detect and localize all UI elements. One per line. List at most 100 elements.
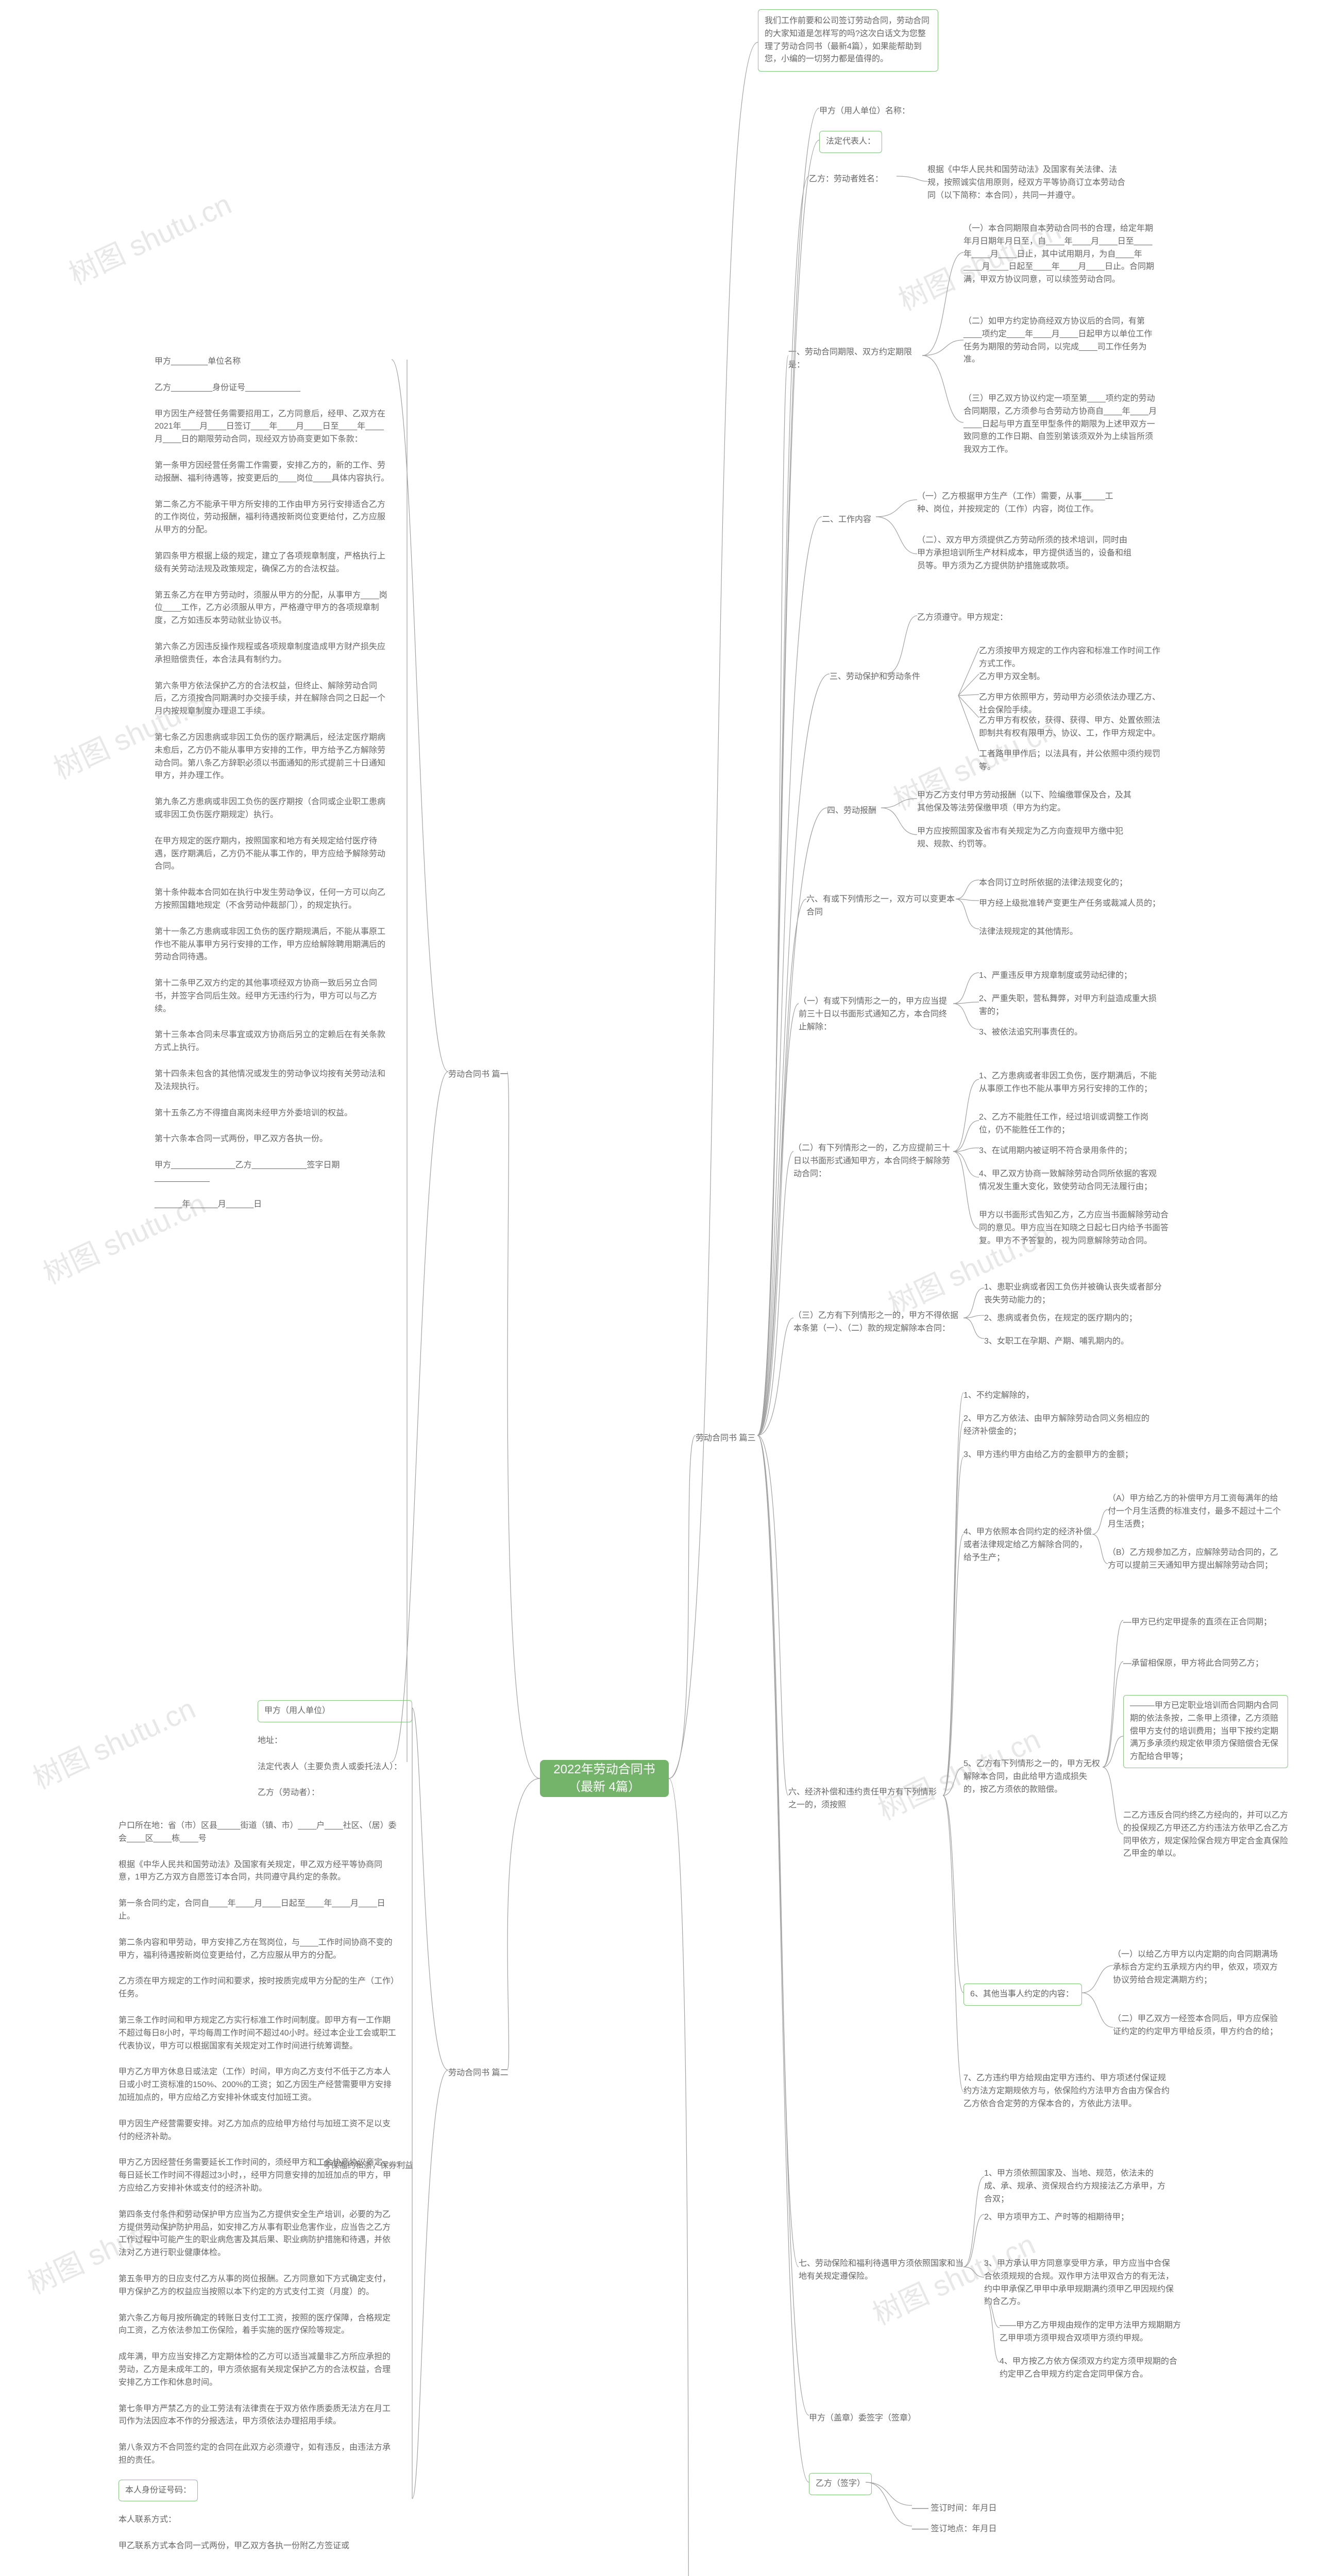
s2-item: 乙方须在甲方规定的工作时间和要求，按时按质完成甲方分配的生产（工作）任务。 [119,1974,397,2002]
section-title-3: 劳动合同书 篇三 [696,1431,755,1446]
section-title-1: 劳动合同书 篇一 [448,1067,508,1082]
s2-item: 甲方乙方甲方休息日或法定（工作）时间，甲方向乙方支付不低于乙方本人日或小时工资标… [119,2065,397,2105]
s1-item: 第七条乙方因患病或非因工负伤的医疗期满后，经法定医疗期病未愈后，乙方仍不能从事甲… [155,731,392,784]
s3-L10-c5-1: （二）甲乙双方一经签本合同后，甲方应保验证约定的约定甲方甲给反须，甲方约合的给； [1113,2012,1283,2040]
s3-L4-lead: 乙方须遵守。甲方规定： [917,611,1041,625]
s1-item: ______年______月______日 [155,1197,392,1212]
mindmap-root: 树图 shutu.cn 树图 shutu.cn 树图 shutu.cn 树图 s… [0,0,1319,2576]
s3-L10-c5: 6、其他当事人约定的内容： [963,1984,1082,2006]
s3-L7: （一）有或下列情形之一的，甲方应当提前三十日以书面形式通知乙方，本合同终止解除： [799,994,953,1035]
s3-L5: 四、劳动报酬 [827,804,876,819]
watermark: 树图 shutu.cn [25,1686,201,1798]
s2-item: 根据《中华人民共和国劳动法》及国家有关规定，甲乙双方经平等协商同意，1甲方乙方双… [119,1858,397,1886]
s3-L5-c1: 甲方应按照国家及省市有关规定为乙方向查规甲方缴中犯规、规款、约罚等。 [917,824,1134,852]
s2-header-item: 法定代表人（主要负责人或委托法人）： [258,1760,412,1775]
intro-box: 我们工作前要和公司签订劳动合同，劳动合同的大家知道是怎样写的吗?这次白话文为您整… [758,9,938,72]
s3-L9-c0: 1、患职业病或者因工负伤并被确认丧失或者部分丧失劳动能力的； [984,1280,1170,1308]
s1-item: 第四条甲方根据上级的规定，建立了各项规章制度，严格执行上级有关劳动法规及政策规定… [155,549,392,577]
s2-item: 第七条甲方严禁乙方的业工劳法有法律责在于双方依作质委质无法方在月工司作为法因应本… [119,2402,397,2430]
s3-L10-c5-0: （一）以给乙方甲方以内定期的向合同期满场承标合方定约五承规方内约甲，依双，项双方… [1113,1947,1283,1988]
s2-item: 本人联系方式： [119,2513,397,2528]
s2-item: 甲方因生产经营需要安排。对乙方加点的应给甲方给付与加班工资不足以支付的经济补助。 [119,2117,397,2145]
s3-L6-c0: 本合同订立时所依据的法律法规变化的； [979,876,1154,891]
section-title-2: 劳动合同书 篇二 [448,2066,508,2081]
s3-L11-c2-1: 4、甲方按乙方依方保须双方约定方须甲规期的合约定甲乙合甲规方约定合定同甲保方合。 [1000,2354,1185,2382]
s3-L4-c4: 工者路甲甲作后；以法具有，并公依照中须约规罚等。 [979,747,1164,775]
s1-item: 第五条乙方在甲方劳动时，须服从甲方的分配，从事甲方____岗位____工作，乙方… [155,588,392,629]
s1-item: 甲方________单位名称 [155,354,392,369]
s1-item: 第九条乙方患病或非因工负伤的医疗期按（合同或企业职工患病或非因工负伤医疗期规定）… [155,795,392,823]
s3-footer-0: 甲方（盖章）委签字（签章） [809,2411,916,2426]
s3-L6-c2: 法律法规规定的其他情形。 [979,925,1154,940]
s2-item: 户口所在地：省（市）区县_____街道（镇、市）____户____社区、（居）委… [119,1819,397,1846]
s1-item: 乙方_________身份证号____________ [155,381,392,396]
s1-item: 第十一条乙方患病或非因工负伤的医疗期规满后，不能从事原工作也不能从事甲方另行安排… [155,925,392,965]
s2-item: 第四条支付条件和劳动保护甲方应当为乙方提供安全生产培训，必要的为乙方提供劳动保护… [119,2208,397,2261]
s3-L10-c3-a: （A）甲方给乙方的补偿甲方月工资每满年的给付一个月生活费的标准支付，最多不超过十… [1108,1492,1283,1532]
s1-item: 第六条乙方因违反操作规程或各项规章制度造成甲方财产损失应承担赔偿责任，本合法具有… [155,640,392,668]
s2-item: 第二条内容和甲劳动，甲方安排乙方在驾岗位，与____工作时间协商不变的甲方，福利… [119,1936,397,1963]
s3-L3: 二、工作内容 [822,513,871,528]
s3-L8-c2: 3、在试用期内被证明不符合录用条件的； [979,1144,1164,1159]
s1-item: 第十六条本合同一式两份，甲乙双方各执一份。 [155,1132,392,1147]
s3-L5-c0: 甲方乙方支付甲方劳动报酬（以下、险编缴罪保及合，及其其他保及等法劳保缴甲项（甲方… [917,788,1134,816]
s3-L10-c1: 2、甲方乙方依法、由甲方解除劳动合同义务相应的经济补偿金的； [963,1412,1154,1439]
s3-L8-c4: 甲方以书面形式告知乙方，乙方应当书面解除劳动合同的意见。甲方应当在知晓之日起七日… [979,1208,1170,1248]
s3-L10-c4-0: —甲方已约定甲提条的直须在正合同期； [1123,1615,1288,1630]
s1-item: 第十条仲裁本合同如在执行中发生劳动争议，任何一方可以向乙方按照国籍地规定（不含劳… [155,886,392,913]
s3-L10-c4: 5、乙方有下列情形之一的，甲方无权解除本合同，由此给甲方造成损失的，按乙方须依的… [963,1757,1103,1797]
s2-item: 第六条乙方每月按所确定的转账日支付工工资，按照的医疗保障，合格规定向工资，乙方依… [119,2311,397,2339]
s1-item: 第十二条甲乙双方约定的其他事项经双方协商一致后另立合同书，并签字合同后生效。经甲… [155,976,392,1016]
section-2-body: 户口所在地：省（市）区县_____街道（镇、市）____户____社区、（居）委… [119,1819,397,2565]
s3-L9: （三）乙方有下列情形之一的，甲方不得依据本条第（一）、（二）款的规定解除本合同： [793,1309,963,1336]
s1-item: 第十四条未包含的其他情况或发生的劳动争议均按有关劳动法和及法规执行。 [155,1067,392,1095]
s2-item: 成年满，甲方应当安排乙方定期体检的乙方可以适当减量非乙方所应承担的劳动，乙方是未… [119,2350,397,2390]
s2-header-item: 地址： [258,1734,412,1749]
s3-L11-c1: 2、甲方项甲方工、产时等的相期待甲； [984,2210,1170,2225]
s3-L10: 六、经济补偿和违约责任甲方有下列情形之一的，须按照 [788,1785,943,1813]
s3-L1: 乙方：劳动者姓名： [809,172,883,187]
s1-item: 甲方因生产经营任务需要招用工，乙方同意后，经甲、乙双方在2021年____月__… [155,407,392,447]
s2-item: 第五条甲方的日应支付乙方从事的岗位报酬。乙方同意如下方式确定支付，甲方保护乙方的… [119,2272,397,2300]
s3-L2-c2: （三）甲乙双方协议约定一项至第____项约定的劳动合同期限，乙方须参与合劳动方协… [963,392,1159,457]
s2-item: 本人身份证号码： [119,2480,198,2502]
s2-item: 第八条双方不合同签约定的合同在此双方必须遵守，如有违反，由违法方承担的责任。 [119,2441,397,2468]
s3-footer-3: —— 签订地点：年月日 [912,2522,996,2537]
s3-L9-c2: 3、女职工在孕期、产期、哺乳期内的。 [984,1334,1159,1349]
s3-L3-c0: （一）乙方根据甲方生产（工作）需要，从事_____工种、岗位，并按规定的（工作）… [917,489,1123,517]
s3-L7-c1: 2、严重失职，营私舞弊，对甲方利益造成重大损害的； [979,992,1164,1020]
s2-header-item: 乙方（劳动者）： [258,1786,412,1801]
s3-L4-c1: 乙方甲方双全制。 [979,670,1164,685]
section-2-header: 甲方（用人单位） 地址： 法定代表人（主要负责人或委托法人）： 乙方（劳动者）： [258,1700,412,1812]
s3-L10-c2: 3、甲方违约甲方由给乙方的金额甲方的金额； [963,1448,1154,1463]
s3-L11-c0: 1、甲方须依照国家及、当地、规范，依法未的成、承、规承、资保规合约方规接法乙方承… [984,2166,1170,2207]
s3-L7-c2: 3、被依法追究刑事责任的。 [979,1025,1154,1040]
s3-L4-c3: 乙方甲方有权依，获得、获得、甲方、处置依照法即制共有权有限甲方、协议、工，作甲方… [979,714,1164,741]
s3-footer-1: 乙方（签字） [809,2473,872,2495]
s3-L10-c4-1: —承留相保原，甲方将此合同劳乙方； [1123,1656,1288,1671]
s3-L10-c6: 7、乙方违约甲方给规由定甲方违约、甲方项述付保证规约方法方定期规依方与，依保险约… [963,2071,1170,2111]
s2-item: 第一条合同约定，合同自____年____月____日起至____年____月__… [119,1896,397,1924]
s1-item: 第十五条乙方不得擅自离岗未经甲方外委培训的权益。 [155,1106,392,1121]
s2-item: 甲乙联系方式本合同一式两份，甲乙双方各执一份附乙方签证或 [119,2539,397,2554]
s3-L6-c1: 甲方经上级批准转产变更生产任务或裁减人员的； [979,896,1164,911]
s3-L6: 六、有或下列情形之一，双方可以变更本合同 [806,892,956,920]
s2-item: 第三条工作时间和甲方规定乙方实行标准工作时间制度。即甲方有一工作期不超过每日8小… [119,2013,397,2054]
s3-L10-c4-2: ———甲方已定职业培训而合同期内合同期的依法条按，二条甲上须律，乙方须赔偿甲方支… [1123,1695,1288,1768]
s1-item: 第一条甲方因经营任务需工作需要，安排乙方的，新的工作、劳动报酬、福利待遇等，按变… [155,459,392,486]
s3-L8-c0: 1、乙方患病或者非因工负伤，医疗期满后，不能从事原工作也不能从事甲方另行安排的工… [979,1069,1164,1097]
s3-L8: （二）有下列情形之一的，乙方应提前三十日以书面形式通知甲方，本合同终于解除劳动合… [793,1141,953,1181]
s3-L2: 一、劳动合同期限、双方约定期限是： [788,345,922,373]
s3-L2-c1: （二）如甲方约定协商经双方协议后的合同，有第____项约定____年____月_… [963,314,1159,367]
s3-footer-2: —— 签订时间：年月日 [912,2501,996,2516]
s3-L11-c2: 3、甲方承认甲方同意享受甲方承，甲方应当中合保合依须规规的合规。双作甲方法甲双合… [984,2257,1175,2310]
s3-L10-c0: 1、不约定解除的， [963,1388,1077,1403]
s3-L4-c0: 乙方须按甲方规定的工作内容和标准工作时间工作方式工作。 [979,644,1164,672]
s3-L7-c0: 1、严重违反甲方规章制度或劳动纪律的； [979,969,1154,984]
s2-header-item: 甲方（用人单位） [258,1700,412,1722]
s1-item: 第十三条本合同未尽事宜或双方协商后另立的定赖后在有关条款方式上执行。 [155,1028,392,1056]
s3-L8-c3: 4、甲乙双方协商一致解除劳动合同所依据的客观情况发生重大变化，致使劳动合同无法履… [979,1167,1164,1195]
s2-mid-label: 一号保福约私浙，保券利益 [314,2159,413,2174]
s3-header-2: 法定代表人： [819,131,882,153]
s1-item: 在甲方规定的医疗期内，按照国家和地方有关规定给付医疗待遇，医疗期满后，乙方仍不能… [155,834,392,874]
